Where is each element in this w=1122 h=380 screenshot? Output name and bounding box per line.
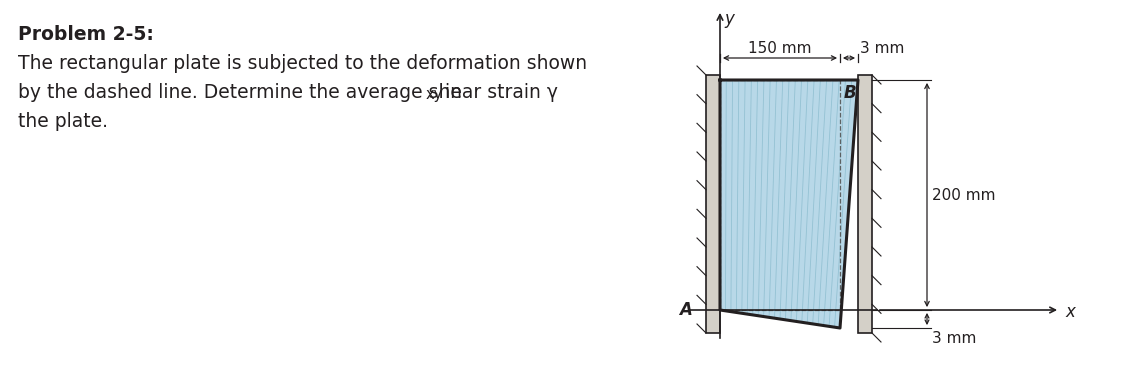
Text: in: in xyxy=(439,83,461,102)
Polygon shape xyxy=(720,80,858,328)
Text: xy: xy xyxy=(425,87,443,102)
Text: B: B xyxy=(844,84,856,102)
Text: 150 mm: 150 mm xyxy=(748,41,811,56)
Text: by the dashed line. Determine the average shear strain γ: by the dashed line. Determine the averag… xyxy=(18,83,558,102)
Bar xyxy=(858,75,872,333)
Text: The rectangular plate is subjected to the deformation shown: The rectangular plate is subjected to th… xyxy=(18,54,587,73)
Text: 3 mm: 3 mm xyxy=(932,331,976,346)
Text: y: y xyxy=(724,10,734,28)
Bar xyxy=(706,75,720,333)
Text: the plate.: the plate. xyxy=(18,112,108,131)
Text: 200 mm: 200 mm xyxy=(932,187,995,203)
Text: x: x xyxy=(1065,303,1075,321)
Text: Problem 2-5:: Problem 2-5: xyxy=(18,25,154,44)
Text: A: A xyxy=(679,301,692,319)
Text: 3 mm: 3 mm xyxy=(859,41,904,56)
